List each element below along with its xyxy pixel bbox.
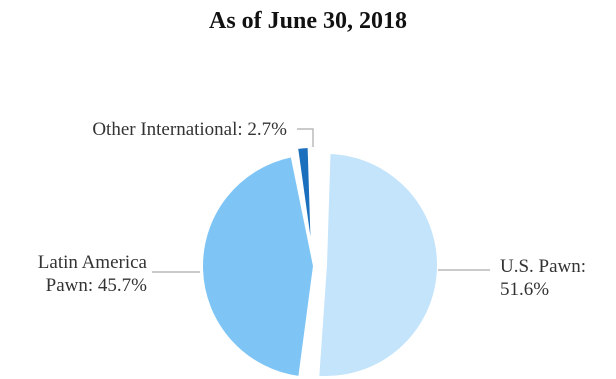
pie-slice-1 <box>201 155 316 379</box>
slice-label-2: Other International: 2.7% <box>92 119 287 140</box>
leader-line-2 <box>297 128 314 147</box>
slice-label-1: Latin America Pawn: 45.7% <box>38 252 148 296</box>
chart-title: As of June 30, 2018 <box>208 8 407 34</box>
slice-label-line: Pawn: 45.7% <box>46 275 148 296</box>
slice-label-0: U.S. Pawn: 51.6% <box>500 256 586 300</box>
pie-slice-0 <box>317 152 439 378</box>
pie-slice-2 <box>295 146 313 256</box>
slice-label-line: 51.6% <box>500 279 549 300</box>
slice-label-line: Other International: 2.7% <box>92 119 287 140</box>
slice-label-line: U.S. Pawn: <box>500 256 586 277</box>
slice-label-line: Latin America <box>38 252 148 273</box>
